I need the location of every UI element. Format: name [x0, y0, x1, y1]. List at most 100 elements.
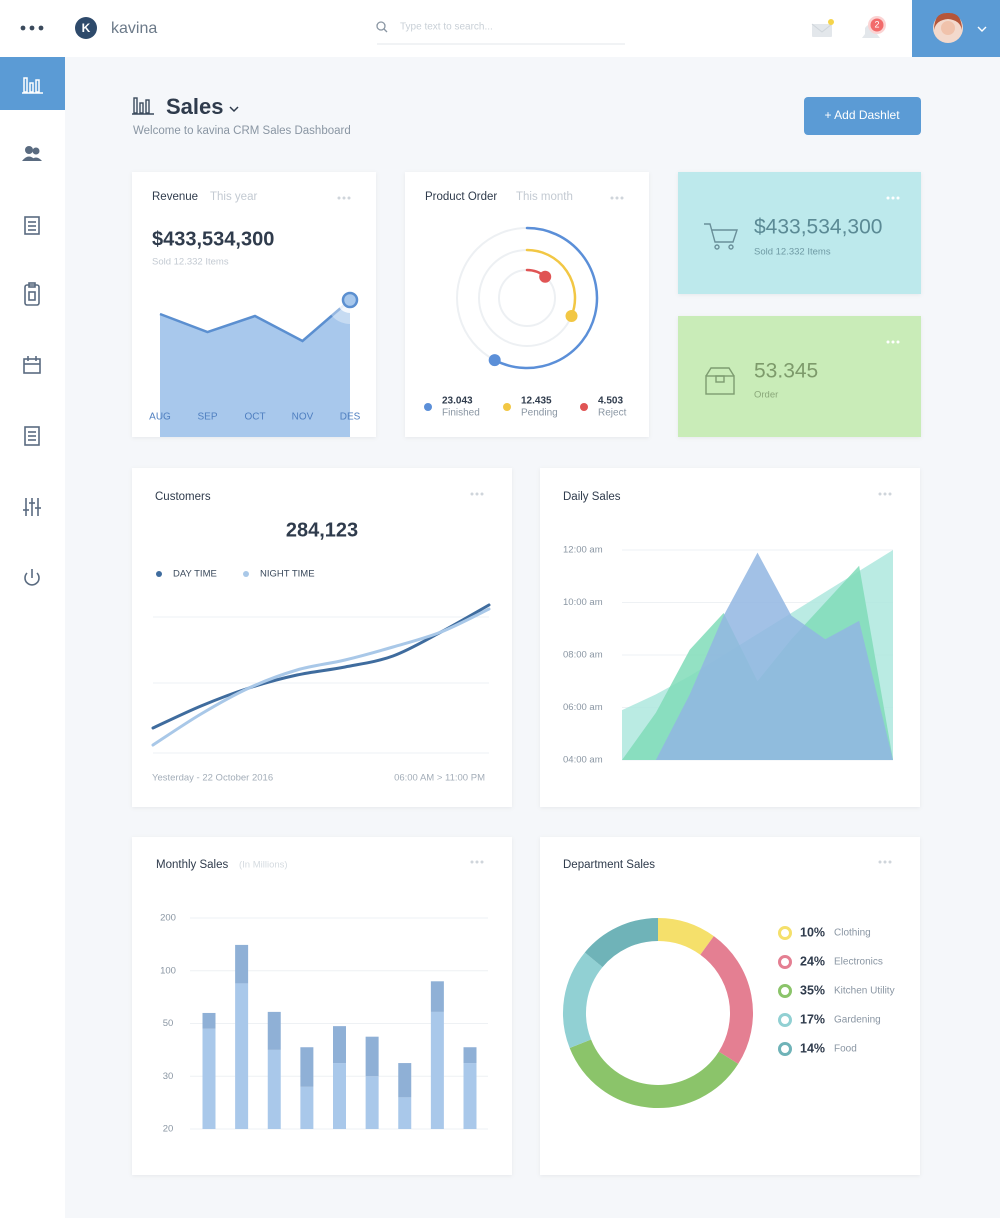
bell-icon[interactable]	[862, 16, 886, 38]
card-title: Customers	[155, 491, 211, 503]
nav-sales-part[interactable]	[29, 82, 34, 93]
add-dashlet-label: + Add Dashlet	[824, 108, 900, 122]
mail-icon-part[interactable]	[811, 23, 833, 33]
search-part[interactable]	[383, 28, 388, 33]
card-menu-part[interactable]	[891, 340, 895, 344]
donut-slice	[657, 918, 714, 956]
card-menu[interactable]	[470, 492, 484, 496]
user-avatar-part[interactable]	[934, 12, 962, 30]
nav-settings[interactable]	[23, 498, 41, 516]
nav-reports-part[interactable]	[24, 216, 40, 235]
card-menu-part[interactable]	[883, 492, 887, 496]
card-menu-part[interactable]	[480, 860, 484, 864]
bell-icon-part[interactable]	[870, 18, 884, 32]
nav-logout-part[interactable]	[24, 572, 40, 586]
mail-icon[interactable]	[811, 19, 834, 37]
nav-sales[interactable]	[22, 77, 43, 94]
card-menu[interactable]	[886, 196, 900, 200]
card-menu-part[interactable]	[475, 860, 479, 864]
menu-dots[interactable]	[20, 25, 44, 31]
legend-value: 35%	[800, 983, 825, 997]
card-menu[interactable]	[337, 196, 351, 200]
nav-calendar-part[interactable]	[23, 358, 41, 374]
card-menu[interactable]	[886, 340, 900, 344]
card-menu-part[interactable]	[878, 492, 882, 496]
y-tick-label: 12:00 am	[563, 545, 603, 556]
add-dashlet-button[interactable]	[804, 97, 921, 135]
nav-tasks-part[interactable]	[24, 284, 40, 306]
card-menu-part[interactable]	[475, 492, 479, 496]
bar-segment	[463, 1047, 477, 1064]
card-menu-part[interactable]	[470, 860, 474, 864]
title-dropdown[interactable]	[229, 106, 239, 113]
card-menu[interactable]	[470, 860, 484, 864]
card-menu-part[interactable]	[615, 196, 619, 200]
card-menu-part[interactable]	[896, 196, 900, 200]
search[interactable]	[376, 21, 625, 45]
bar-segment	[202, 1012, 216, 1029]
nav-sales-part[interactable]	[35, 79, 40, 93]
box-icon-part	[715, 375, 725, 383]
donut-slice	[563, 952, 603, 1048]
card-menu[interactable]	[878, 492, 892, 496]
card-menu-part[interactable]	[620, 196, 624, 200]
sidebar	[0, 57, 65, 1218]
card-title: Department Sales	[563, 859, 655, 871]
user-avatar-part[interactable]	[977, 26, 987, 32]
nav-tasks-part[interactable]	[28, 282, 36, 288]
donut-slice	[584, 918, 659, 968]
menu-dots-part[interactable]	[29, 25, 35, 31]
legend-label: DAY TIME	[173, 569, 217, 580]
y-tick-label: 04:00 am	[563, 755, 603, 766]
search-part[interactable]	[376, 21, 386, 31]
nav-customers-part[interactable]	[30, 157, 42, 162]
nav-sales-part[interactable]	[23, 77, 28, 93]
card-menu-part[interactable]	[610, 196, 614, 200]
card-menu-part[interactable]	[886, 340, 890, 344]
mail-icon-part[interactable]	[812, 24, 832, 37]
legend-marker	[778, 984, 792, 998]
nav-tasks-part[interactable]	[28, 291, 36, 301]
nav-logout[interactable]	[24, 569, 40, 586]
card-menu-part[interactable]	[470, 492, 474, 496]
product-order-card	[405, 172, 649, 437]
card-subtitle: This month	[516, 191, 573, 203]
card-menu-part[interactable]	[347, 196, 351, 200]
nav-calendar[interactable]	[23, 356, 41, 374]
customers-card	[132, 468, 512, 807]
x-tick-label: NOV	[292, 412, 314, 423]
card-menu-part[interactable]	[891, 196, 895, 200]
highlight-point	[341, 291, 359, 309]
card-menu-part[interactable]	[878, 860, 882, 864]
card-menu[interactable]	[878, 860, 892, 864]
legend-value: 12.435	[521, 396, 552, 407]
menu-dots-part[interactable]	[38, 25, 44, 31]
card-menu-part[interactable]	[480, 492, 484, 496]
card-menu-part[interactable]	[896, 340, 900, 344]
menu-dots-part[interactable]	[20, 25, 26, 31]
bar-segment	[202, 1028, 216, 1129]
nav-documents-part[interactable]	[24, 426, 40, 446]
card-menu-part[interactable]	[888, 492, 892, 496]
card-menu[interactable]	[610, 196, 624, 200]
card-menu-part[interactable]	[337, 196, 341, 200]
nav-reports[interactable]	[24, 216, 40, 235]
card-menu-part[interactable]	[342, 196, 346, 200]
user-avatar-part[interactable]	[941, 21, 955, 35]
card-menu-part[interactable]	[888, 860, 892, 864]
mail-icon-part[interactable]	[828, 19, 834, 25]
nav-tasks[interactable]	[24, 282, 40, 306]
user-avatar[interactable]	[933, 12, 987, 43]
brand-logo	[75, 17, 97, 39]
ring-arc	[493, 226, 599, 370]
area	[622, 552, 893, 760]
nav-documents[interactable]	[24, 426, 40, 446]
bar-segment	[463, 1063, 477, 1129]
nav-customers-part[interactable]	[32, 147, 40, 155]
nav-customers-part[interactable]	[25, 146, 33, 154]
card-menu-part[interactable]	[883, 860, 887, 864]
ring-end	[488, 354, 501, 367]
nav-customers[interactable]	[22, 146, 42, 161]
card-subtitle: This year	[210, 191, 257, 203]
card-menu-part[interactable]	[886, 196, 890, 200]
